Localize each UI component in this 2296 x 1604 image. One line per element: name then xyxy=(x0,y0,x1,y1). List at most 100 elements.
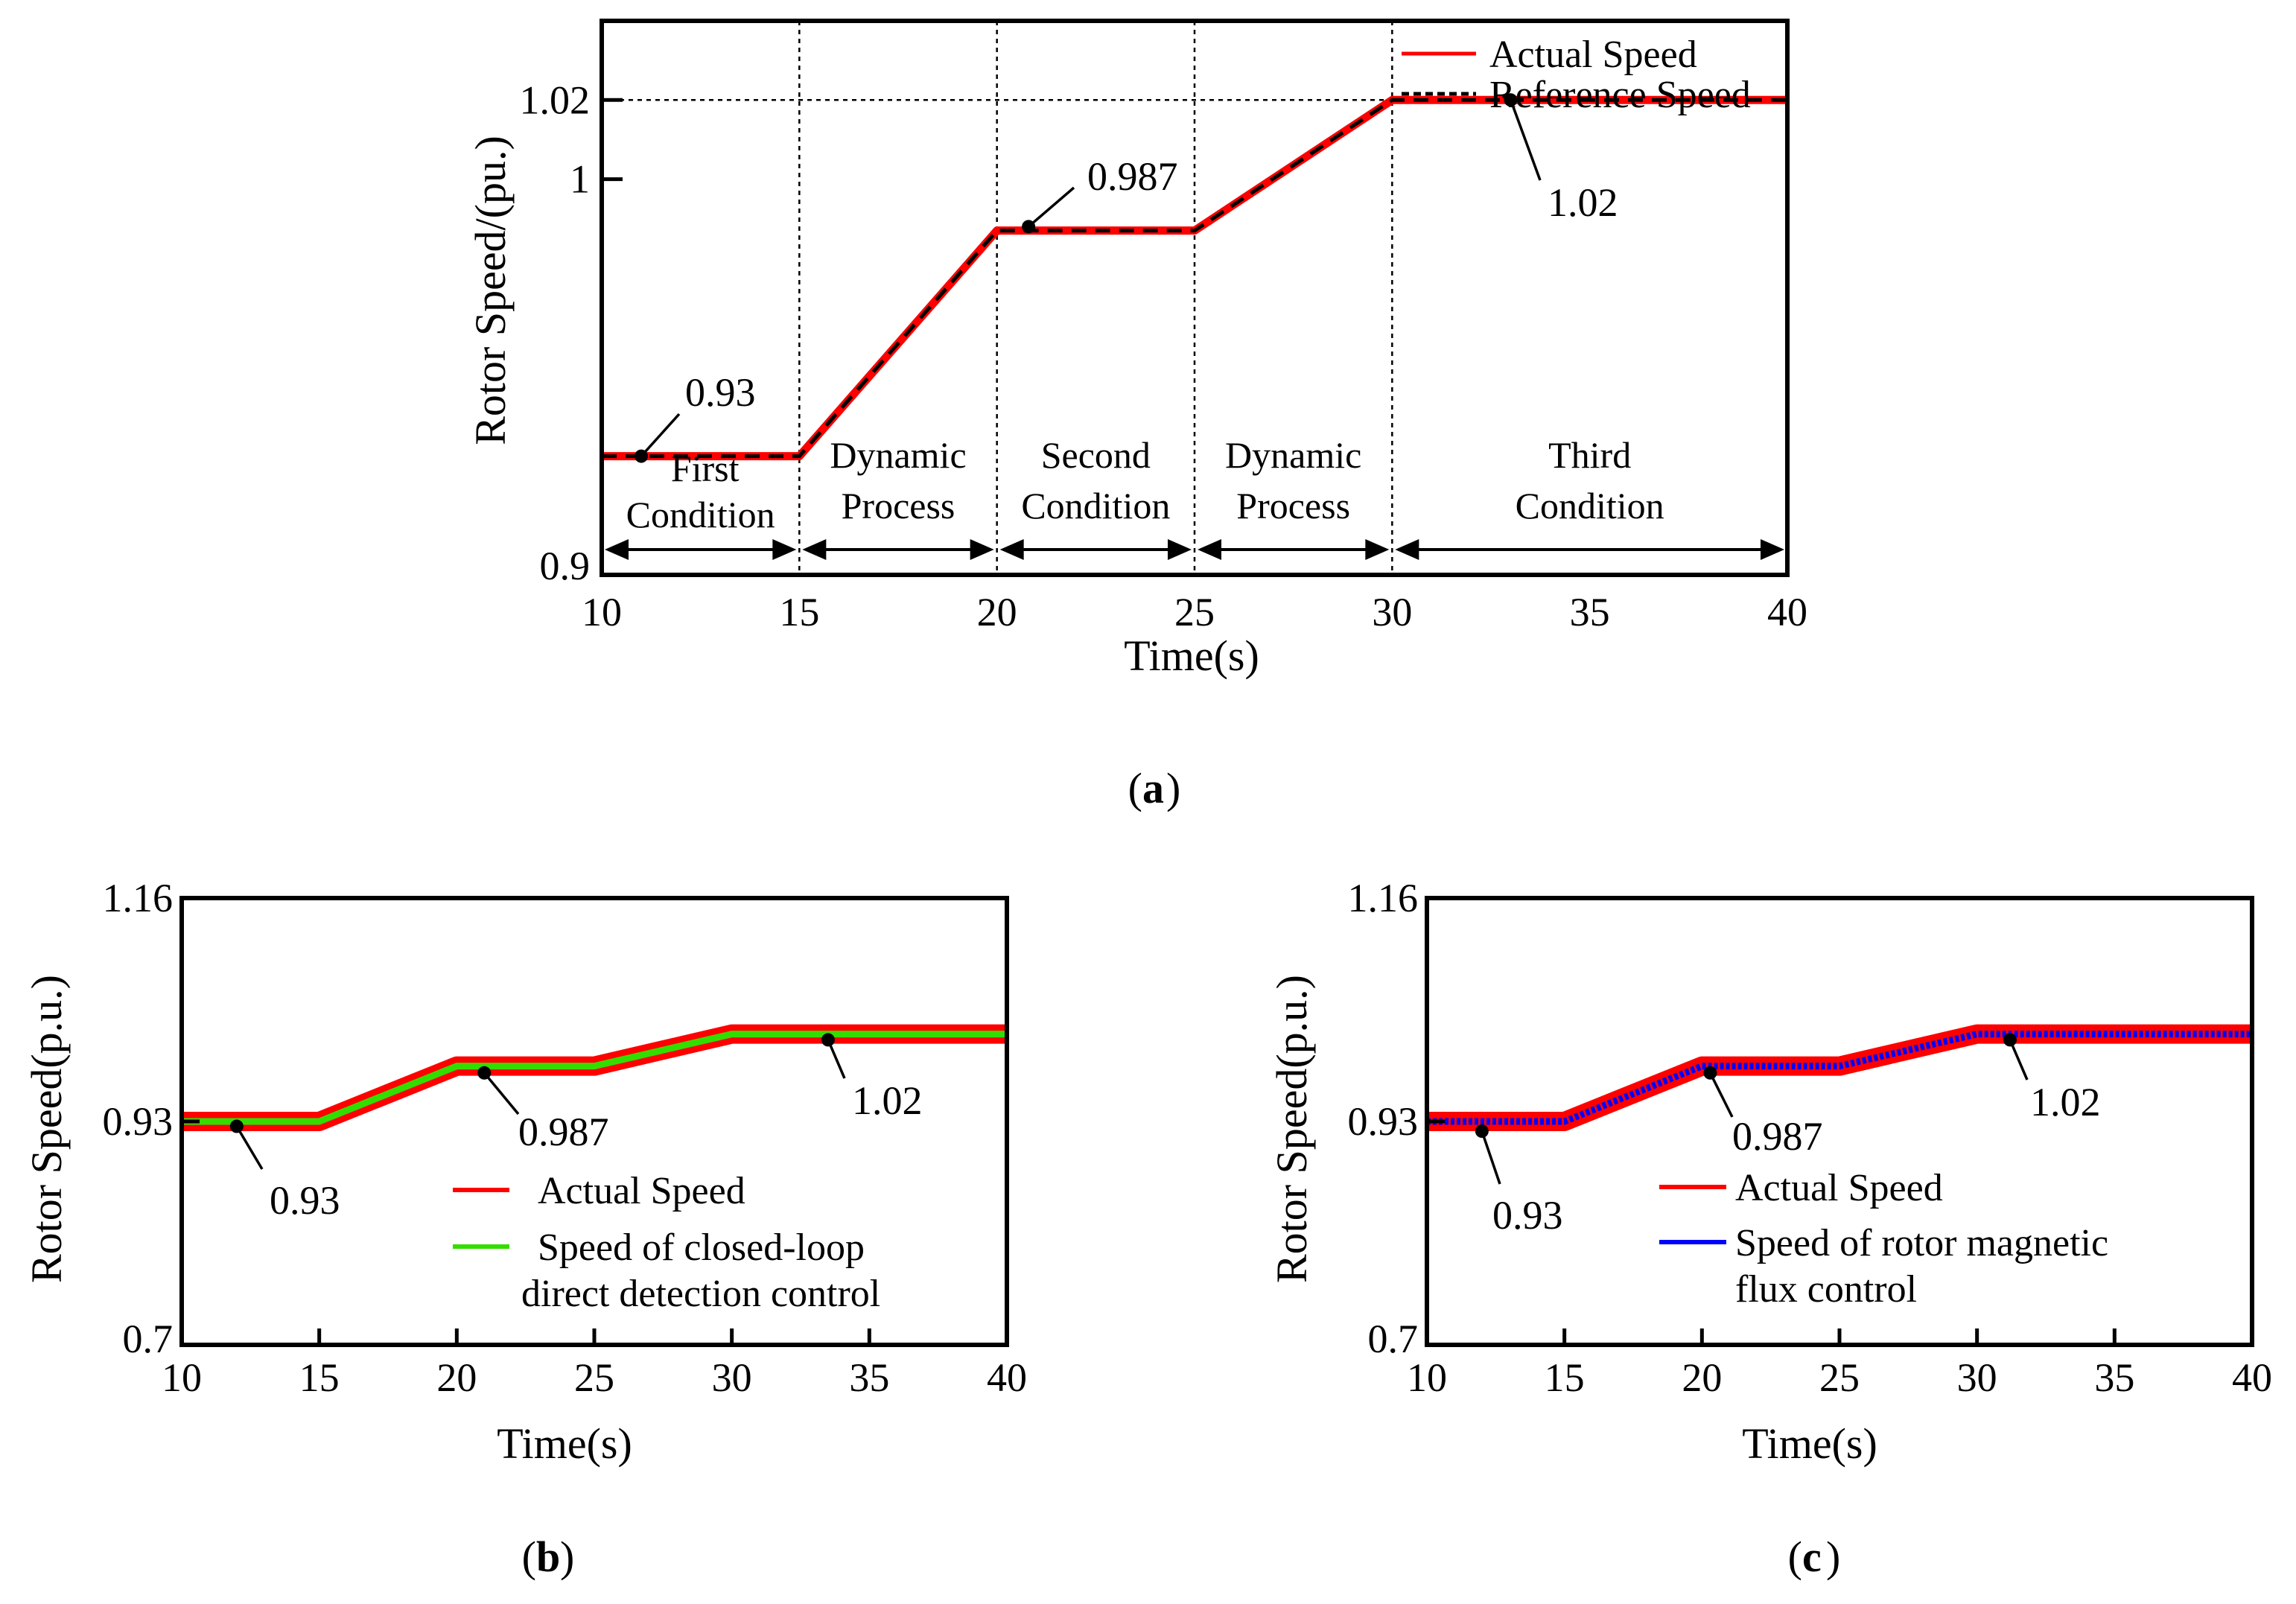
region-arrow-head-left xyxy=(605,539,629,560)
panel-label-close: ) xyxy=(560,1533,574,1581)
panel-label-open: ( xyxy=(1788,1533,1802,1581)
annotation-label: 1.02 xyxy=(2030,1080,2101,1124)
chart-a-region-arrows: First Condition Dynamic Process Second Condit… xyxy=(605,434,1784,560)
chart-b-panel-label: (b) xyxy=(522,1533,575,1581)
annotation-label: 0.987 xyxy=(518,1110,609,1154)
panel-label-open: ( xyxy=(1128,764,1142,812)
legend-label: direct detection control xyxy=(521,1273,880,1315)
chart-a-panel-label: (a) xyxy=(1128,764,1181,812)
chart-a-vertical-dividers xyxy=(798,21,1393,575)
x-tick-label: 35 xyxy=(2094,1355,2134,1400)
annotation-leader xyxy=(827,1039,846,1079)
legend-label: Actual Speed xyxy=(538,1170,745,1212)
region-label-line2: Process xyxy=(1236,485,1350,526)
x-tick-label: 10 xyxy=(582,590,622,634)
annotation-leader xyxy=(2009,1039,2029,1081)
panel-label-close: ) xyxy=(1166,764,1180,812)
panel-label-close: ) xyxy=(1826,1533,1840,1581)
region-label-line2: Condition xyxy=(1516,485,1664,526)
annotation-leader xyxy=(1481,1130,1501,1185)
chart-c-x-ticks: 10 15 20 25 30 35 40 xyxy=(1407,1328,2272,1400)
legend-label: Speed of rotor magnetic xyxy=(1735,1222,2108,1264)
x-tick-label: 20 xyxy=(1682,1355,1722,1400)
chart-c-y-axis-label: Rotor Speed(p.u.) xyxy=(1268,975,1316,1283)
region-label-line2: Condition xyxy=(1021,485,1170,526)
region-arrow-head-right xyxy=(772,539,797,560)
region-label-line1: Second xyxy=(1041,434,1151,476)
annotation-leader xyxy=(483,1072,520,1116)
legend-label: flux control xyxy=(1735,1268,1917,1311)
chart-c-annotations: 0.93 0.987 1.02 xyxy=(1475,1033,2101,1238)
legend-label: Actual Speed xyxy=(1735,1167,1943,1209)
chart-b-y-axis-label: Rotor Speed(p.u.) xyxy=(22,975,71,1283)
legend-label: Reference Speed xyxy=(1489,74,1751,116)
chart-a-x-ticks: 10 15 20 25 30 35 40 xyxy=(582,590,1807,634)
y-tick-label: 0.7 xyxy=(1368,1317,1419,1361)
chart-b-x-ticks: 10 15 20 25 30 35 40 xyxy=(162,1328,1027,1400)
x-tick-label: 15 xyxy=(1545,1355,1585,1400)
region-arrow-head-right xyxy=(1365,539,1390,560)
chart-b-y-ticks: 0.7 0.93 1.16 xyxy=(103,876,200,1361)
annotation-leader xyxy=(1708,1072,1734,1118)
chart-b-x-axis-label: Time(s) xyxy=(497,1419,632,1468)
annotation-label: 1.02 xyxy=(1548,180,1618,225)
region-label-line1: Dynamic xyxy=(1225,434,1361,476)
y-tick-label: 1.02 xyxy=(520,77,591,122)
chart-b-series xyxy=(182,1024,1007,1131)
x-tick-label: 25 xyxy=(1174,590,1215,634)
chart-c-x-axis-label: Time(s) xyxy=(1742,1419,1877,1468)
chart-b: 0.93 0.987 1.02 0.7 0.93 1.16 10 15 20 25 30 35 40… xyxy=(22,876,1027,1581)
series-rotor-flux-speed xyxy=(1427,1031,2252,1125)
x-tick-label: 15 xyxy=(299,1355,340,1400)
region-label-line2: Process xyxy=(842,485,955,526)
chart-c-panel-label: (c) xyxy=(1788,1533,1841,1581)
region-arrow-head-left xyxy=(999,539,1024,560)
x-tick-label: 40 xyxy=(2232,1355,2272,1400)
chart-a-y-axis-label: Rotor Speed/(pu.) xyxy=(466,136,515,445)
legend-label: Speed of closed-loop xyxy=(538,1226,865,1269)
series-actual-speed xyxy=(602,95,1787,461)
series-closed-loop-speed xyxy=(182,1031,1007,1125)
annotation-leader xyxy=(1027,186,1075,228)
chart-c-series xyxy=(1427,1024,2252,1131)
x-tick-label: 35 xyxy=(849,1355,889,1400)
chart-a-y-ticks: 0.9 1 1.02 xyxy=(520,77,623,588)
chart-a: First Condition Dynamic Process Second Condit… xyxy=(466,19,1807,812)
chart-c-y-ticks: 0.7 0.93 1.16 xyxy=(1348,876,1445,1361)
annotation-leader xyxy=(1509,99,1542,181)
panel-label-letter: a xyxy=(1142,764,1164,812)
x-tick-label: 20 xyxy=(436,1355,477,1400)
chart-c: 0.93 0.987 1.02 0.7 0.93 1.16 10 15 20 25 30 35 40… xyxy=(1268,876,2272,1581)
y-tick-label: 1 xyxy=(570,157,590,202)
annotation-label: 0.987 xyxy=(1087,154,1178,199)
chart-b-annotations: 0.93 0.987 1.02 xyxy=(229,1033,923,1223)
annotation-label: 0.93 xyxy=(1492,1193,1563,1238)
region-arrow-head-right xyxy=(970,539,994,560)
annotation-label: 0.93 xyxy=(270,1178,340,1223)
region-arrow-head-right xyxy=(1761,539,1784,560)
region-arrow-head-right xyxy=(1168,539,1192,560)
annotation-leader xyxy=(235,1125,264,1170)
x-tick-label: 35 xyxy=(1570,590,1610,634)
chart-a-x-axis-label: Time(s) xyxy=(1124,631,1259,680)
x-tick-label: 15 xyxy=(779,590,819,634)
y-tick-label: 1.16 xyxy=(103,876,174,920)
panel-label-open: ( xyxy=(522,1533,536,1581)
annotation-label: 0.93 xyxy=(685,370,756,415)
x-tick-label: 10 xyxy=(1407,1355,1447,1400)
region-arrow-head-left xyxy=(1395,539,1419,560)
chart-c-legend: Actual Speed Speed of rotor magneticflux … xyxy=(1659,1167,2108,1311)
chart-a-series xyxy=(602,95,1787,461)
x-tick-label: 30 xyxy=(712,1355,752,1400)
series-actual-speed xyxy=(1427,1024,2252,1131)
region-label-line1: Dynamic xyxy=(830,434,966,476)
x-tick-label: 25 xyxy=(574,1355,614,1400)
y-tick-label: 0.9 xyxy=(540,544,591,588)
x-tick-label: 20 xyxy=(977,590,1017,634)
x-tick-label: 25 xyxy=(1819,1355,1860,1400)
legend-label: Actual Speed xyxy=(1489,34,1697,76)
x-tick-label: 30 xyxy=(1957,1355,1997,1400)
